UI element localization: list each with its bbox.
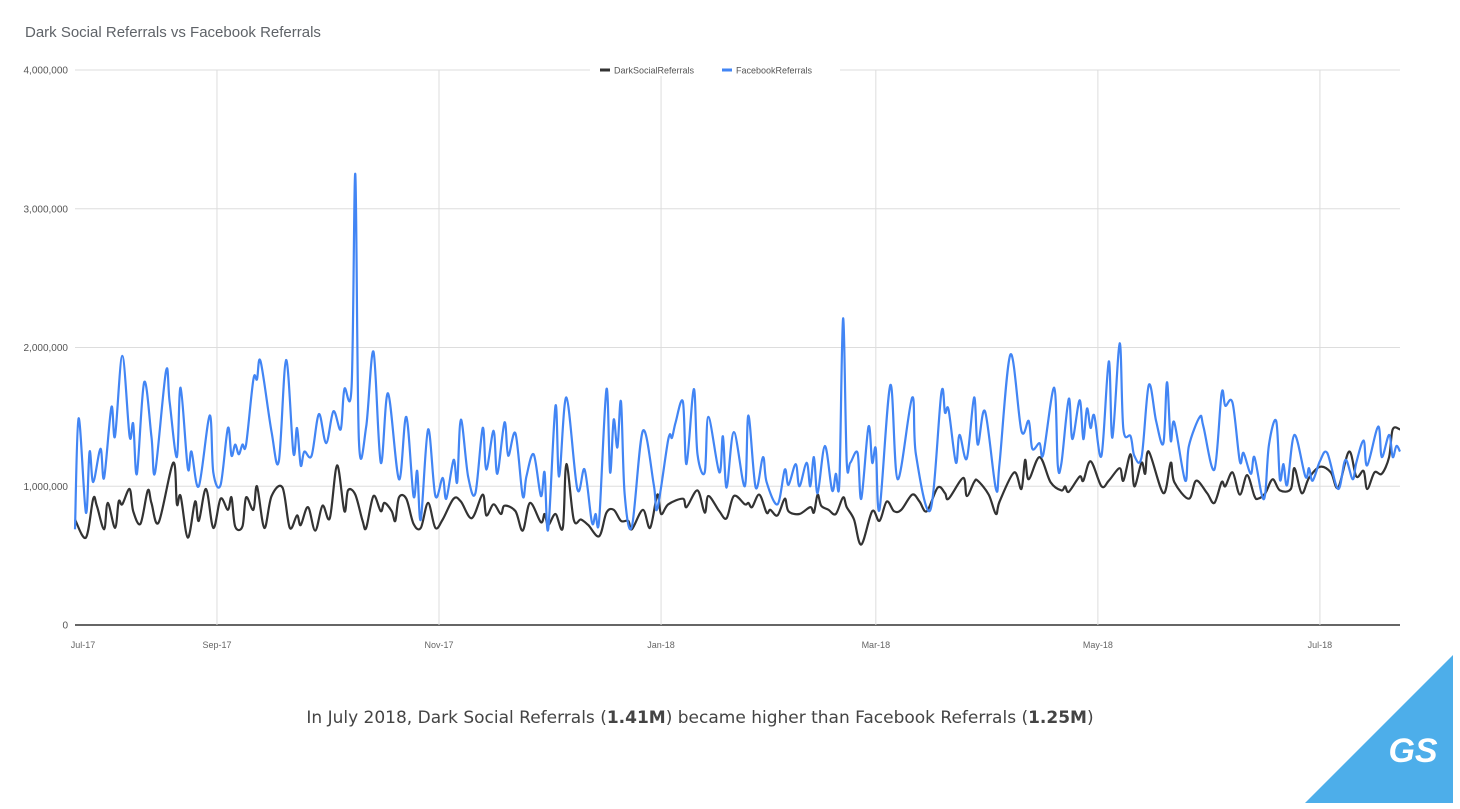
legend-swatch <box>722 68 732 72</box>
legend-swatch <box>600 68 610 72</box>
x-axis-ticks: Jul-17 Sep-17 Nov-17 Jan-18 Mar-18 May-18 Jul-… <box>71 640 1332 650</box>
x-tick-label: Nov-17 <box>425 640 454 650</box>
caption-text: ) <box>1086 708 1094 728</box>
dark-social-value: 1.41M <box>606 708 666 728</box>
y-tick-label: 2,000,000 <box>24 343 69 354</box>
x-tick-label: Sep-17 <box>202 640 231 650</box>
chart-title: Dark Social Referrals vs Facebook Referr… <box>25 24 321 41</box>
y-tick-label: 4,000,000 <box>24 66 69 77</box>
series-line-FacebookReferrals <box>73 172 1401 532</box>
x-tick-label: Jul-18 <box>1308 640 1333 650</box>
series-lines <box>73 172 1401 546</box>
legend: DarkSocialReferrals FacebookReferrals <box>590 64 840 76</box>
y-axis-ticks: 0 1,000,000 2,000,000 3,000,000 4,000,000 <box>24 66 69 632</box>
x-tick-label: Jul-17 <box>71 640 96 650</box>
chart-caption: In July 2018, Dark Social Referrals (1.4… <box>0 708 1400 728</box>
caption-text: In July 2018, Dark Social Referrals ( <box>306 708 607 728</box>
y-tick-label: 0 <box>62 621 68 632</box>
x-tick-label: Mar-18 <box>862 640 891 650</box>
x-tick-label: May-18 <box>1083 640 1113 650</box>
legend-label: DarkSocialReferrals <box>614 66 695 76</box>
legend-label: FacebookReferrals <box>736 66 813 76</box>
y-tick-label: 3,000,000 <box>24 204 69 215</box>
series-line-DarkSocialReferrals <box>74 426 1401 546</box>
caption-text: ) became higher than Facebook Referrals … <box>665 708 1029 728</box>
gridlines <box>75 69 1400 626</box>
facebook-value: 1.25M <box>1028 708 1087 728</box>
y-tick-label: 1,000,000 <box>24 482 69 493</box>
x-tick-label: Jan-18 <box>647 640 675 650</box>
legend-background <box>590 64 840 76</box>
